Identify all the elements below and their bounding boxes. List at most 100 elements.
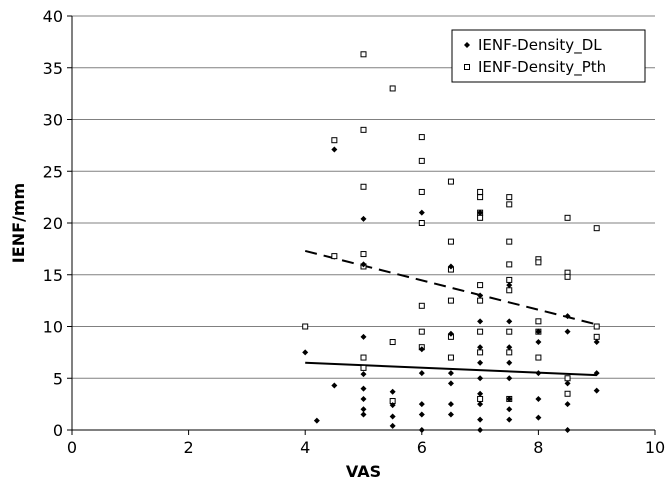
point-dl: [389, 402, 396, 409]
point-dl: [302, 349, 309, 356]
point-dl: [360, 261, 367, 268]
y-tick-label: 0: [53, 421, 63, 440]
point-dl: [360, 385, 367, 392]
point-dl: [418, 411, 425, 418]
point-dl: [418, 346, 425, 353]
legend: IENF-Density_DL IENF-Density_Pth: [451, 29, 646, 83]
point-dl: [477, 401, 484, 408]
x-tick-label: 10: [645, 438, 665, 457]
point-dl: [331, 382, 338, 389]
trend-lines: [304, 249, 597, 377]
point-pth: [593, 323, 600, 330]
point-pth: [360, 126, 367, 133]
point-pth: [447, 297, 454, 304]
point-dl: [477, 375, 484, 382]
point-dl: [360, 395, 367, 402]
point-pth: [564, 273, 571, 280]
point-pth: [360, 364, 367, 371]
point-dl: [506, 375, 513, 382]
point-dl: [447, 380, 454, 387]
point-dl: [506, 344, 513, 351]
point-dl: [447, 370, 454, 377]
point-dl: [506, 406, 513, 413]
point-dl: [313, 417, 320, 424]
x-tick-label: 8: [533, 438, 543, 457]
point-pth: [477, 297, 484, 304]
legend-marker-dl: [464, 42, 470, 48]
point-dl: [564, 401, 571, 408]
point-pth: [593, 333, 600, 340]
gridlines: [72, 15, 655, 379]
point-pth: [506, 261, 513, 268]
point-pth: [389, 339, 396, 346]
point-pth: [360, 51, 367, 58]
point-pth: [506, 287, 513, 294]
point-dl: [593, 370, 600, 377]
point-pth: [331, 253, 338, 260]
x-tick-label: 4: [300, 438, 310, 457]
point-dl: [593, 387, 600, 394]
legend-box: [451, 29, 646, 83]
tick-labels: 0 5 10 15 20 25 30 35 40 0 2 4 6 8 10: [43, 7, 665, 457]
point-pth: [477, 188, 484, 195]
point-pth: [360, 251, 367, 258]
point-dl: [389, 413, 396, 420]
point-pth: [477, 349, 484, 356]
point-dl: [477, 390, 484, 397]
y-tick-label: 25: [43, 162, 63, 181]
point-dl: [535, 370, 542, 377]
y-tick-label: 35: [43, 59, 63, 78]
x-tick-label: 2: [184, 438, 194, 457]
point-pth: [331, 137, 338, 144]
point-pth: [506, 201, 513, 208]
point-dl: [477, 344, 484, 351]
point-dl: [564, 380, 571, 387]
point-pth: [477, 395, 484, 402]
point-pth: [418, 302, 425, 309]
point-dl: [331, 146, 338, 153]
point-dl: [477, 359, 484, 366]
point-dl: [447, 330, 454, 337]
x-tick-label: 6: [417, 438, 427, 457]
x-axis-title: VAS: [346, 462, 381, 481]
point-dl: [535, 395, 542, 402]
point-dl: [360, 411, 367, 418]
point-dl: [418, 427, 425, 433]
point-dl: [477, 416, 484, 423]
point-pth: [477, 214, 484, 221]
point-pth: [418, 157, 425, 164]
point-dl: [564, 313, 571, 320]
point-dl: [477, 318, 484, 325]
y-tick-label: 30: [43, 111, 63, 130]
point-dl: [447, 411, 454, 418]
point-pth: [360, 183, 367, 190]
point-dl: [506, 416, 513, 423]
point-pth: [418, 188, 425, 195]
point-dl: [477, 292, 484, 299]
point-pth: [593, 225, 600, 232]
point-dl: [418, 209, 425, 216]
y-tick-label: 5: [53, 369, 63, 388]
y-tick-label: 15: [43, 266, 63, 285]
point-pth: [564, 390, 571, 397]
data-points: [302, 51, 600, 433]
point-pth: [477, 194, 484, 201]
point-pth: [506, 328, 513, 335]
point-dl: [360, 333, 367, 340]
legend-label-pth: IENF-Density_Pth: [478, 58, 606, 77]
point-pth: [302, 323, 309, 330]
point-dl: [389, 422, 396, 429]
point-pth: [418, 328, 425, 335]
point-pth: [418, 134, 425, 141]
point-dl: [564, 427, 571, 433]
point-dl: [360, 215, 367, 222]
point-pth: [418, 220, 425, 226]
point-dl: [477, 209, 484, 216]
point-dl: [535, 414, 542, 421]
point-dl: [535, 339, 542, 346]
point-pth: [447, 178, 454, 185]
trend-line-dl: [305, 361, 597, 377]
point-pth: [506, 276, 513, 283]
point-dl: [360, 406, 367, 413]
